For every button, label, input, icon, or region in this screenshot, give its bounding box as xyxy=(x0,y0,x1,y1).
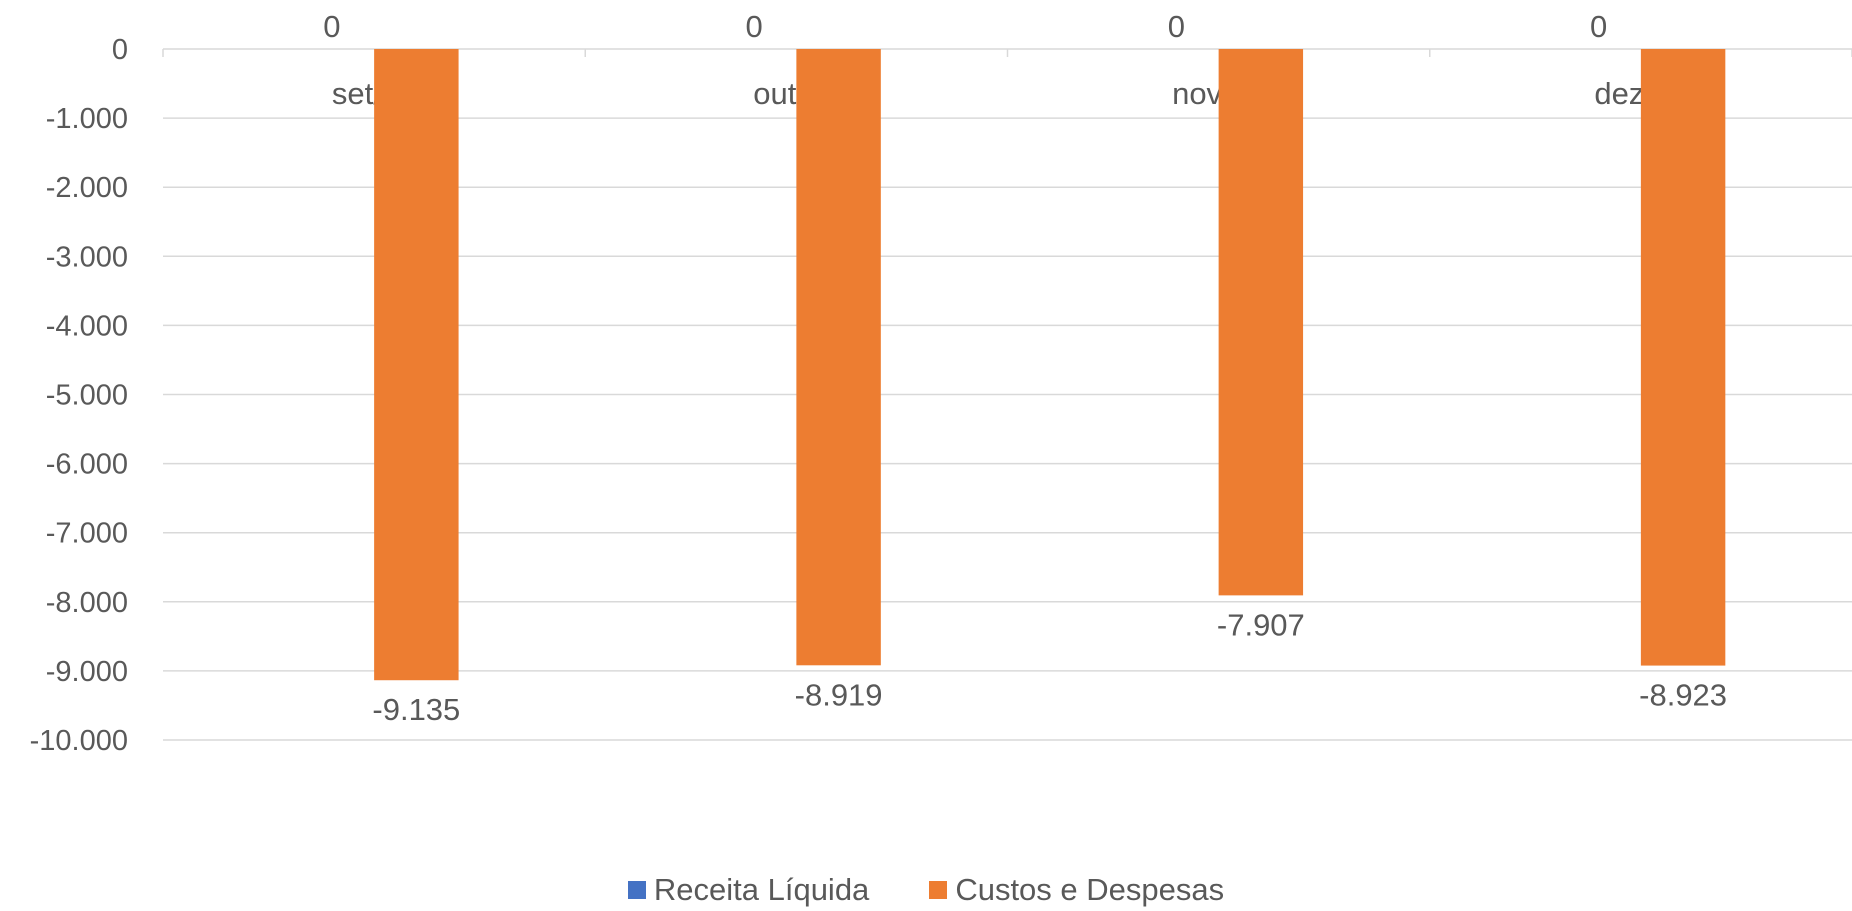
y-tick-label: -3.000 xyxy=(46,241,128,273)
y-tick-label: -9.000 xyxy=(46,656,128,688)
data-label: 0 xyxy=(1590,9,1607,44)
y-tick-label: 0 xyxy=(112,34,128,66)
bar-custos xyxy=(1640,49,1726,666)
data-label: -8.923 xyxy=(1639,678,1727,713)
y-tick-label: -10.000 xyxy=(30,725,128,757)
legend: Receita Líquida Custos e Despesas xyxy=(0,870,1852,910)
y-tick-label: -4.000 xyxy=(46,310,128,342)
bar-chart: 0 -1.000 -2.000 -3.000 -4.000 -5.000 -6.000 -7.… xyxy=(30,9,1852,757)
data-label: -7.907 xyxy=(1217,607,1305,642)
data-label: 0 xyxy=(323,9,340,44)
legend-label-custos: Custos e Despesas xyxy=(955,872,1225,907)
y-tick-label: -5.000 xyxy=(46,380,128,412)
legend-swatch-custos xyxy=(929,881,948,899)
legend-swatch-receita xyxy=(627,881,646,899)
y-tick-label: -7.000 xyxy=(46,518,128,550)
legend-label-receita: Receita Líquida xyxy=(653,872,870,907)
bar-custos xyxy=(374,49,459,681)
data-label: 0 xyxy=(746,9,763,44)
legend-item-custos: Custos e Despesas xyxy=(929,872,1224,908)
y-tick-label: -2.000 xyxy=(46,172,128,204)
y-tick-label: -8.000 xyxy=(46,587,128,619)
bar-custos xyxy=(796,49,881,666)
data-label: -9.135 xyxy=(372,692,460,727)
y-tick-label: -1.000 xyxy=(46,103,128,135)
data-label: -8.919 xyxy=(795,677,883,712)
bar-custos xyxy=(1218,49,1304,596)
data-label: 0 xyxy=(1168,9,1185,44)
legend-item-receita: Receita Líquida xyxy=(627,872,870,908)
y-tick-label: -6.000 xyxy=(46,449,128,481)
